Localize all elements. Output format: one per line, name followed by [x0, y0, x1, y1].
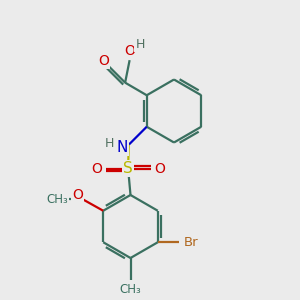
- Text: O: O: [72, 188, 83, 202]
- Text: O: O: [98, 54, 109, 68]
- Text: CH₃: CH₃: [46, 193, 68, 206]
- Text: S: S: [123, 161, 133, 176]
- Text: O: O: [154, 162, 165, 176]
- Text: Br: Br: [184, 236, 199, 249]
- Text: CH₃: CH₃: [120, 283, 141, 296]
- Text: O: O: [124, 44, 135, 58]
- Text: H: H: [104, 137, 114, 150]
- Text: H: H: [135, 38, 145, 51]
- Text: N: N: [116, 140, 128, 155]
- Text: O: O: [91, 162, 102, 176]
